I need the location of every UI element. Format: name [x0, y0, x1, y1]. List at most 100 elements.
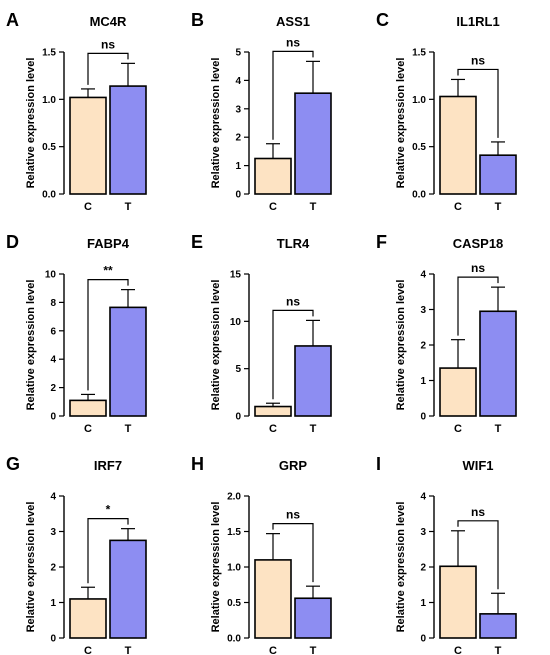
chart-panel-g: G IRF7 Relative expression level 0 1 2 3 4 C T *	[6, 454, 147, 655]
x-category-label: C	[84, 645, 92, 655]
bar-c	[69, 598, 107, 639]
y-tick-label: 0	[50, 412, 56, 423]
bar-c	[439, 367, 477, 417]
chart-title: CASP18	[453, 236, 504, 251]
y-axis-label: Relative expression level	[210, 502, 222, 633]
y-tick-label: 2.0	[227, 492, 241, 503]
chart-panel-c: C IL1RL1 Relative expression level 0.0 0.5 1.…	[376, 10, 517, 213]
y-tick-label: 0.0	[42, 190, 56, 201]
bar-c	[69, 96, 107, 195]
y-tick-label: 0.5	[42, 142, 56, 153]
y-tick-label: 3	[235, 104, 241, 115]
chart-panel-b: B ASS1 Relative expression level 0 1 2 3 4 5 C Tns	[191, 10, 332, 213]
panel-letter: G	[6, 454, 20, 474]
significance-label: ns	[286, 508, 300, 522]
chart-panel-a: A MC4R Relative expression level 0.0 0.5 1.0 1…	[6, 10, 147, 213]
y-tick-label: 4	[420, 270, 426, 281]
significance-bracket	[457, 276, 499, 336]
bar-c	[254, 559, 292, 639]
x-category-label: T	[310, 201, 317, 213]
y-axis-label: Relative expression level	[395, 280, 407, 411]
chart-title: ASS1	[276, 14, 310, 29]
bar-t	[479, 613, 517, 639]
chart-title: FABP4	[87, 236, 130, 251]
panel-letter: E	[191, 232, 203, 252]
significance-bracket	[457, 68, 499, 138]
significance-label: ns	[101, 37, 115, 51]
panel-letter: F	[376, 232, 387, 252]
bar-t	[479, 154, 517, 195]
x-category-label: T	[125, 423, 132, 435]
panel-letter: I	[376, 454, 381, 474]
significance-bracket	[87, 52, 129, 85]
x-category-label: T	[125, 201, 132, 213]
bar-c	[254, 405, 292, 417]
bar-t	[109, 85, 147, 195]
chart-panel-i: I WIF1 Relative expression level 0 1 2 3 4 C Tns	[376, 454, 517, 655]
bar-c	[439, 95, 477, 195]
panel-letter: D	[6, 232, 19, 252]
chart-panel-d: D FABP4 Relative expression level 0 2 4 6 8 10 C T…	[6, 232, 147, 435]
panel-letter: H	[191, 454, 204, 474]
x-category-label: T	[310, 645, 317, 655]
y-axis-label: Relative expression level	[210, 280, 222, 411]
y-tick-label: 1.5	[227, 527, 241, 538]
bar-t	[479, 310, 517, 417]
x-category-label: C	[269, 423, 277, 435]
y-tick-label: 0.5	[412, 142, 426, 153]
y-axis-label: Relative expression level	[25, 58, 37, 189]
bar-t	[294, 92, 332, 195]
chart-panel-e: E TLR4 Relative expression level 0 5 10 15 C Tns	[191, 232, 332, 435]
significance-label: **	[103, 264, 113, 278]
chart-panel-f: F CASP18 Relative expression level 0 1 2 3 4 C Tn…	[376, 232, 517, 435]
y-tick-label: 4	[235, 76, 241, 87]
y-tick-label: 3	[50, 527, 56, 538]
x-category-label: T	[495, 645, 502, 655]
panel-letter: A	[6, 10, 19, 30]
y-tick-label: 1.5	[42, 48, 56, 59]
y-tick-label: 0	[50, 634, 56, 645]
significance-bracket	[272, 523, 314, 583]
y-tick-label: 3	[420, 527, 426, 538]
x-category-label: C	[454, 645, 462, 655]
y-tick-label: 5	[235, 364, 241, 375]
y-tick-label: 0.0	[227, 634, 241, 645]
significance-label: ns	[286, 35, 300, 49]
chart-title: TLR4	[277, 236, 310, 251]
y-tick-label: 1	[50, 598, 56, 609]
y-tick-label: 4	[50, 492, 56, 503]
bar-c	[254, 157, 292, 195]
y-tick-label: 0	[235, 190, 241, 201]
bar-t	[294, 345, 332, 417]
x-category-label: C	[269, 645, 277, 655]
y-tick-label: 2	[420, 563, 426, 574]
y-tick-label: 10	[230, 317, 242, 328]
chart-title: IL1RL1	[456, 14, 499, 29]
y-tick-label: 1.0	[227, 563, 241, 574]
x-category-label: T	[310, 423, 317, 435]
y-axis-label: Relative expression level	[395, 502, 407, 633]
chart-panel-h: H GRP Relative expression level 0.0 0.5 1.0 1.…	[191, 454, 332, 655]
significance-bracket	[87, 518, 129, 584]
y-tick-label: 4	[420, 492, 426, 503]
bar-t	[294, 597, 332, 639]
y-tick-label: 2	[50, 563, 56, 574]
y-tick-label: 6	[50, 326, 56, 337]
panel-letter: C	[376, 10, 389, 30]
chart-title: WIF1	[462, 458, 493, 473]
x-category-label: T	[495, 423, 502, 435]
chart-title: GRP	[279, 458, 308, 473]
y-tick-label: 1	[235, 161, 241, 172]
y-axis-label: Relative expression level	[395, 58, 407, 189]
x-category-label: C	[84, 201, 92, 213]
y-tick-label: 1.5	[412, 48, 426, 59]
y-tick-label: 15	[230, 270, 242, 281]
y-tick-label: 10	[45, 270, 57, 281]
y-axis-label: Relative expression level	[210, 58, 222, 189]
bar-c	[439, 565, 477, 639]
y-tick-label: 2	[235, 133, 241, 144]
significance-label: ns	[471, 261, 485, 275]
x-category-label: T	[125, 645, 132, 655]
y-tick-label: 0.0	[412, 190, 426, 201]
